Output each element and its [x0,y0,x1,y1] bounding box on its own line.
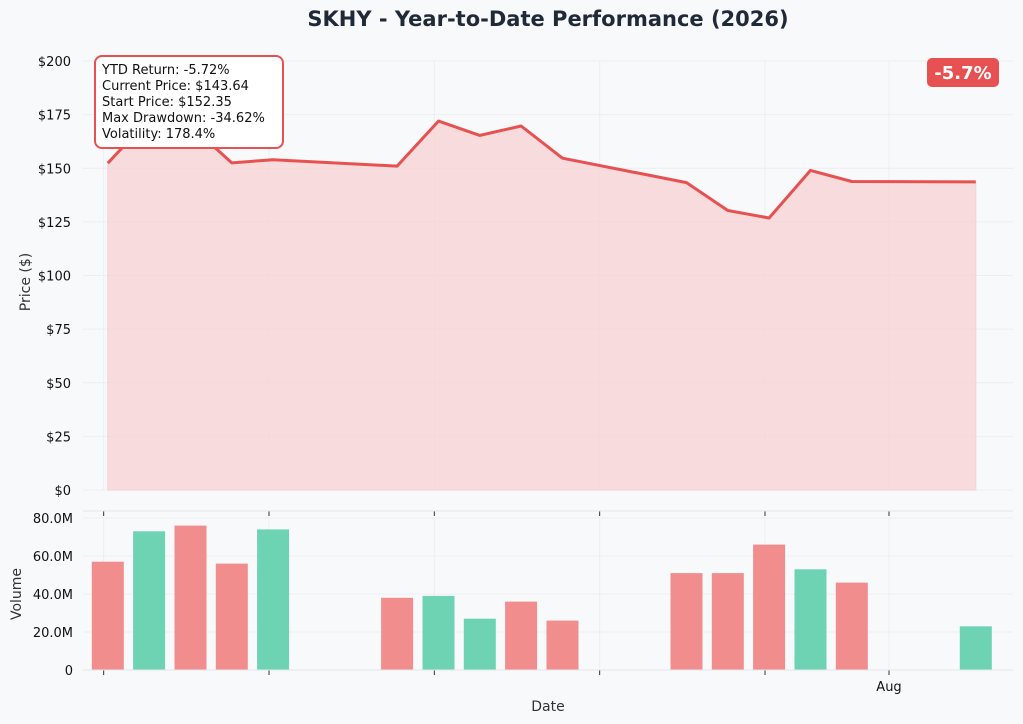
volume-bar [505,601,538,670]
volume-bar [753,544,786,670]
volume-bars [91,525,992,670]
stat-ytd-return: YTD Return: -5.72% [101,63,230,78]
price-y-tick-label: $200 [38,55,71,70]
x-axis-label: Date [531,699,564,715]
stat-start-price: Start Price: $152.35 [102,95,232,110]
volume-bar [794,569,827,670]
volume-bar [546,620,579,670]
price-y-tick-label: $175 [38,109,71,124]
volume-bar [257,529,290,670]
stats-box-frame [94,55,284,149]
price-y-tick-label: $125 [38,216,71,231]
volume-bar [174,525,207,670]
volume-y-tick-label: 80.0M [33,512,73,527]
x-tick-label: Aug [876,680,901,695]
price-y-tick-label: $100 [38,270,71,285]
volume-y-tick-label: 60.0M [33,550,73,565]
price-area-fill [107,118,977,491]
return-badge: -5.7% [927,58,999,87]
return-badge-background [927,58,999,87]
stat-volatility: Volatility: 178.4% [102,127,215,142]
volume-y-axis-label: Volume [9,568,25,620]
price-y-tick-label: $50 [46,377,71,392]
volume-bar [381,597,414,670]
volume-bar [215,563,248,670]
volume-bar [422,595,455,670]
volume-bar [463,618,496,670]
stat-max-drawdown: Max Drawdown: -34.62% [102,111,265,126]
volume-bar [133,531,166,670]
price-y-tick-label: $0 [54,484,71,499]
stats-annotation-box: YTD Return: -5.72% Current Price: $143.6… [94,55,284,149]
price-y-tick-label: $75 [46,323,71,338]
chart-title: SKHY - Year-to-Date Performance (2026) [307,7,788,31]
volume-y-tick-label: 40.0M [33,588,73,603]
x-axis: Aug [103,511,902,695]
volume-y-tick-label: 20.0M [33,626,73,641]
stat-current-price: Current Price: $143.64 [102,79,249,94]
volume-bar [959,626,992,670]
volume-bar [835,582,868,670]
volume-bar [711,573,744,670]
price-y-tick-label: $25 [46,430,71,445]
volume-bar [670,573,703,670]
volume-bar [91,561,124,670]
price-y-tick-label: $150 [38,162,71,177]
volume-y-tick-label: 0 [65,664,73,679]
price-y-axis-label: Price ($) [18,253,34,311]
return-badge-text: -5.7% [934,63,991,84]
volume-y-axis: 0 20.0M 40.0M 60.0M 80.0M [33,512,73,679]
price-y-axis: $0 $25 $50 $75 $100 $125 $150 $175 $200 [38,55,71,499]
